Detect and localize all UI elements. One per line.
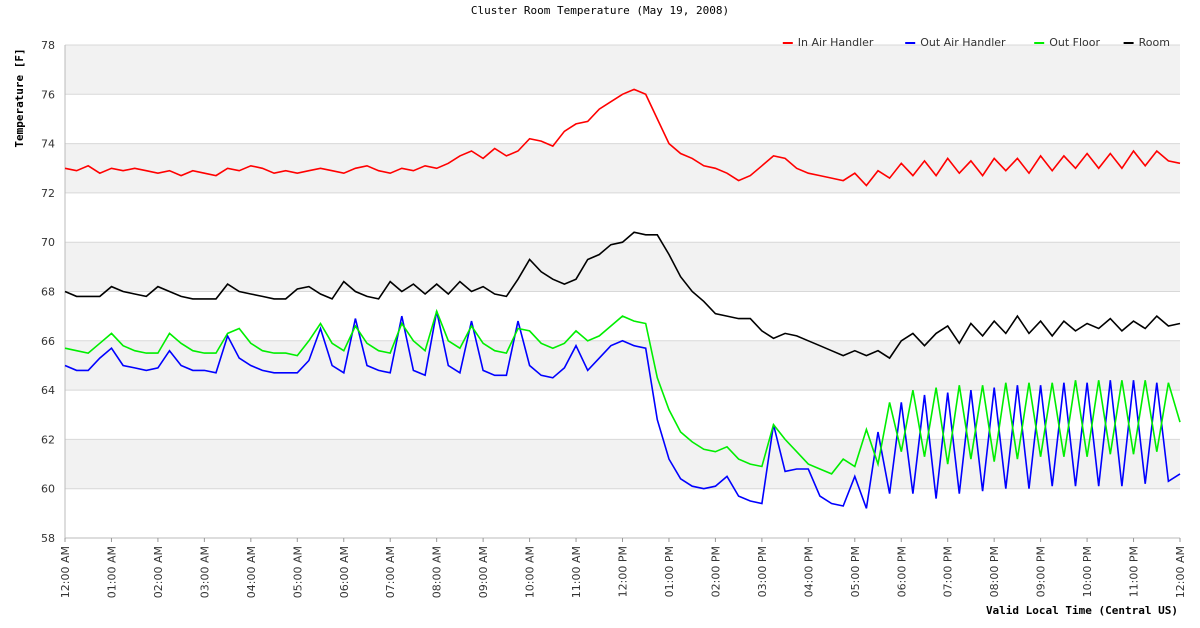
legend-label: Out Air Handler xyxy=(920,36,1006,49)
x-tick-label: 07:00 AM xyxy=(384,546,397,598)
x-tick-label: 03:00 PM xyxy=(756,546,769,597)
x-tick-label: 02:00 AM xyxy=(152,546,165,598)
x-tick-label: 06:00 PM xyxy=(895,546,908,597)
y-tick-label: 64 xyxy=(41,384,55,397)
x-tick-label: 07:00 PM xyxy=(942,546,955,597)
x-tick-label: 04:00 AM xyxy=(245,546,258,598)
legend-label: In Air Handler xyxy=(798,36,874,49)
x-tick-label: 09:00 AM xyxy=(477,546,490,598)
x-tick-label: 10:00 AM xyxy=(524,546,537,598)
grid-band xyxy=(65,439,1180,489)
y-tick-label: 68 xyxy=(41,286,55,299)
x-tick-label: 09:00 PM xyxy=(1035,546,1048,597)
chart-title: Cluster Room Temperature (May 19, 2008) xyxy=(471,4,729,17)
y-tick-label: 66 xyxy=(41,335,55,348)
x-tick-label: 11:00 PM xyxy=(1128,546,1141,597)
x-tick-label: 12:00 AM xyxy=(59,546,72,598)
y-tick-label: 76 xyxy=(41,88,55,101)
x-tick-label: 12:00 AM xyxy=(1174,546,1187,598)
x-tick-label: 05:00 AM xyxy=(291,546,304,598)
x-tick-label: 11:00 AM xyxy=(570,546,583,598)
grid-band xyxy=(65,143,1180,193)
x-tick-label: 08:00 AM xyxy=(431,546,444,598)
x-tick-label: 08:00 PM xyxy=(988,546,1001,597)
y-tick-label: 60 xyxy=(41,483,55,496)
series-line xyxy=(64,311,1181,509)
x-tick-label: 12:00 PM xyxy=(617,546,630,597)
series-line xyxy=(64,308,1181,475)
series-line xyxy=(64,88,1181,187)
grid-band xyxy=(65,340,1180,391)
x-tick-label: 01:00 AM xyxy=(105,546,118,598)
x-tick-label: 04:00 PM xyxy=(802,546,815,597)
x-tick-label: 05:00 PM xyxy=(849,546,862,597)
series-line xyxy=(64,231,1181,360)
y-tick-label: 62 xyxy=(41,433,55,446)
legend-label: Out Floor xyxy=(1049,36,1100,49)
x-tick-label: 03:00 AM xyxy=(198,546,211,598)
x-tick-label: 10:00 PM xyxy=(1081,546,1094,597)
grid-band xyxy=(65,45,1180,95)
x-tick-label: 01:00 PM xyxy=(663,546,676,597)
x-axis-label: Valid Local Time (Central US) xyxy=(986,604,1178,617)
y-tick-label: 58 xyxy=(41,532,55,545)
legend-label: Room xyxy=(1139,36,1170,49)
x-tick-label: 06:00 AM xyxy=(338,546,351,598)
y-tick-label: 72 xyxy=(41,187,55,200)
x-tick-label: 02:00 PM xyxy=(709,546,722,597)
y-tick-label: 78 xyxy=(41,39,55,52)
y-axis-label: Temperature [F] xyxy=(13,48,26,147)
grid-band xyxy=(65,242,1180,292)
y-tick-label: 74 xyxy=(41,138,55,151)
y-tick-label: 70 xyxy=(41,236,55,249)
